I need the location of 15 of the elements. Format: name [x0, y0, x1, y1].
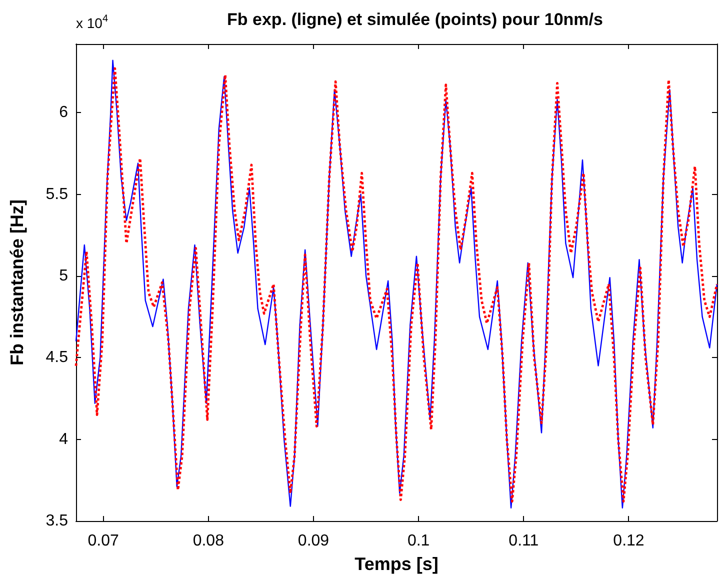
- y-tick-label: 5: [59, 267, 68, 284]
- x-tick-label: 0.1: [407, 532, 430, 550]
- y-tick-label: 4.5: [46, 349, 68, 366]
- x-tick-label: 0.08: [192, 532, 224, 550]
- y-tick-label: 5.5: [46, 186, 68, 203]
- y-tick-label: 6: [59, 104, 68, 122]
- x-tick-label: 0.07: [88, 532, 119, 550]
- x-tick-label: 0.11: [508, 532, 539, 550]
- x-axis-title: Temps [s]: [354, 554, 438, 574]
- y-tick-label: 4: [59, 430, 68, 448]
- x-tick-label: 0.09: [298, 532, 330, 550]
- y-axis-title: Fb instantanée [Hz]: [7, 199, 27, 366]
- x-tick-label: 0.12: [613, 532, 644, 550]
- y-tick-label: 3.5: [46, 512, 68, 530]
- chart-title: Fb exp. (ligne) et simulée (points) pour 10nm/s: [227, 10, 603, 29]
